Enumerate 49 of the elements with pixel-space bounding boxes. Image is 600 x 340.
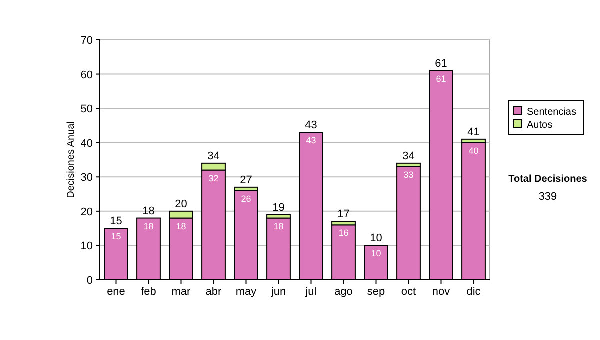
legend-label: Autos bbox=[527, 120, 553, 131]
data-label: 33 bbox=[404, 170, 414, 180]
total-label: 19 bbox=[272, 202, 285, 214]
legend-label: Sentencias bbox=[527, 107, 576, 118]
y-tick-label: 40 bbox=[80, 138, 93, 150]
text: 339 bbox=[538, 191, 558, 203]
x-tick-label: oct bbox=[401, 286, 416, 298]
x-tick-label: ene bbox=[107, 286, 126, 298]
data-label: 18 bbox=[176, 221, 186, 232]
data-label: 43 bbox=[306, 136, 316, 146]
x-tick-label: sep bbox=[367, 286, 386, 298]
x-tick-label: mar bbox=[172, 286, 192, 298]
data-label: 32 bbox=[208, 173, 219, 184]
x-tick-label: dic bbox=[466, 286, 482, 298]
x-tick-label: nov bbox=[432, 286, 451, 298]
data-label: 18 bbox=[274, 221, 284, 232]
y-axis-title: Decisiones Anual bbox=[66, 122, 77, 198]
total-label: 27 bbox=[240, 174, 252, 186]
y-tick-label: 60 bbox=[80, 69, 93, 82]
y-tick-label: 30 bbox=[80, 172, 93, 184]
data-label: 26 bbox=[241, 194, 252, 204]
x-tick-label: may bbox=[236, 286, 258, 298]
x-tick-label: jun bbox=[270, 286, 286, 298]
data-label: 18 bbox=[144, 221, 154, 232]
total-label: 18 bbox=[142, 205, 155, 218]
total-label: 43 bbox=[305, 120, 318, 132]
total-label: 34 bbox=[402, 150, 415, 162]
y-tick-label: 10 bbox=[80, 240, 93, 253]
total-label: 20 bbox=[175, 198, 188, 210]
y-tick-label: 0 bbox=[86, 275, 93, 287]
y-tick-label: 70 bbox=[80, 35, 93, 47]
x-tick-label: abr bbox=[206, 286, 222, 298]
data-label: 40 bbox=[468, 146, 479, 156]
data-label: 16 bbox=[338, 228, 349, 238]
total-label: 10 bbox=[370, 232, 382, 245]
y-tick-label: 20 bbox=[80, 206, 93, 218]
x-tick-label: ago bbox=[334, 286, 353, 298]
data-label: 10 bbox=[371, 248, 382, 259]
data-label: 61 bbox=[436, 74, 446, 84]
total-label: 15 bbox=[110, 216, 122, 228]
data-label: 15 bbox=[111, 232, 122, 242]
total-label: 17 bbox=[338, 208, 350, 221]
total-label: 41 bbox=[468, 126, 480, 138]
x-tick-label: jul bbox=[304, 286, 317, 298]
y-tick-label: 50 bbox=[80, 104, 93, 116]
total-label: 61 bbox=[435, 58, 448, 70]
text: Total Decisiones bbox=[508, 174, 588, 185]
x-tick-label: feb bbox=[141, 286, 156, 298]
total-label: 34 bbox=[208, 150, 220, 162]
